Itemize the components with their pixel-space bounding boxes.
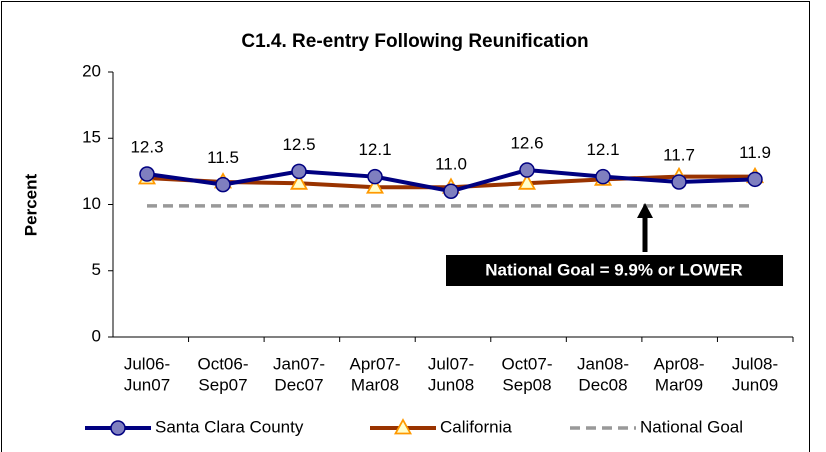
point xyxy=(443,183,459,199)
y-tick-label: 20 xyxy=(82,61,101,80)
x-tick-label: Jun09 xyxy=(732,375,778,394)
data-label: 11.7 xyxy=(663,145,695,164)
x-tick-label: Sep08 xyxy=(502,375,551,394)
legend-label: California xyxy=(440,417,512,436)
x-tick-label: Oct07- xyxy=(501,354,552,373)
x-tick-label: Jul08- xyxy=(732,354,778,373)
data-label: 12.5 xyxy=(282,135,315,154)
x-tick-label: Jul07- xyxy=(428,354,474,373)
x-tick-label: Jan07- xyxy=(273,354,325,373)
point xyxy=(671,174,687,190)
annotation-arrowhead xyxy=(637,203,653,218)
x-tick-label: Mar08 xyxy=(351,375,399,394)
data-label: 12.1 xyxy=(358,140,391,159)
data-label: 11.0 xyxy=(435,155,467,174)
x-tick-label: Sep07 xyxy=(198,375,247,394)
legend-label: National Goal xyxy=(640,417,743,436)
point xyxy=(289,173,309,190)
y-tick-label: 15 xyxy=(82,128,101,147)
legend-marker xyxy=(393,418,413,435)
annotation: National Goal = 9.9% or LOWER xyxy=(485,260,742,279)
point xyxy=(517,173,537,190)
point xyxy=(291,163,307,180)
legend-marker xyxy=(110,420,126,436)
x-tick-label: Apr07- xyxy=(349,354,400,373)
y-tick-label: 0 xyxy=(92,326,101,345)
point xyxy=(747,171,763,188)
y-tick-label: 10 xyxy=(82,194,101,213)
x-tick-label: Dec07 xyxy=(274,375,323,394)
x-tick-label: Jun08 xyxy=(428,375,474,394)
chart-frame xyxy=(1,1,810,452)
x-tick-label: Mar09 xyxy=(655,375,703,394)
data-label: 12.3 xyxy=(130,138,163,157)
point xyxy=(365,177,385,194)
annotation-box xyxy=(446,255,783,286)
point xyxy=(215,176,231,193)
data-label: 11.5 xyxy=(207,148,239,167)
x-tick-label: Jul06- xyxy=(124,354,170,373)
legend-label: Santa Clara County xyxy=(155,417,304,436)
x-tick-label: Jun07 xyxy=(124,375,170,394)
data-label: 12.6 xyxy=(510,134,543,153)
y-tick-label: 5 xyxy=(92,260,101,279)
point xyxy=(139,166,155,182)
point xyxy=(367,168,383,185)
data-label: 12.1 xyxy=(586,140,619,159)
x-tick-label: Oct06- xyxy=(197,354,248,373)
chart-title: C1.4. Re-entry Following Reunification xyxy=(241,31,588,52)
x-tick-label: Dec08 xyxy=(578,375,627,394)
x-tick-label: Jan08- xyxy=(577,354,629,373)
x-tick-label: Apr08- xyxy=(653,354,704,373)
y-axis-label: Percent xyxy=(21,173,40,236)
point xyxy=(519,162,535,178)
point xyxy=(595,168,611,185)
data-label: 11.9 xyxy=(739,143,771,162)
